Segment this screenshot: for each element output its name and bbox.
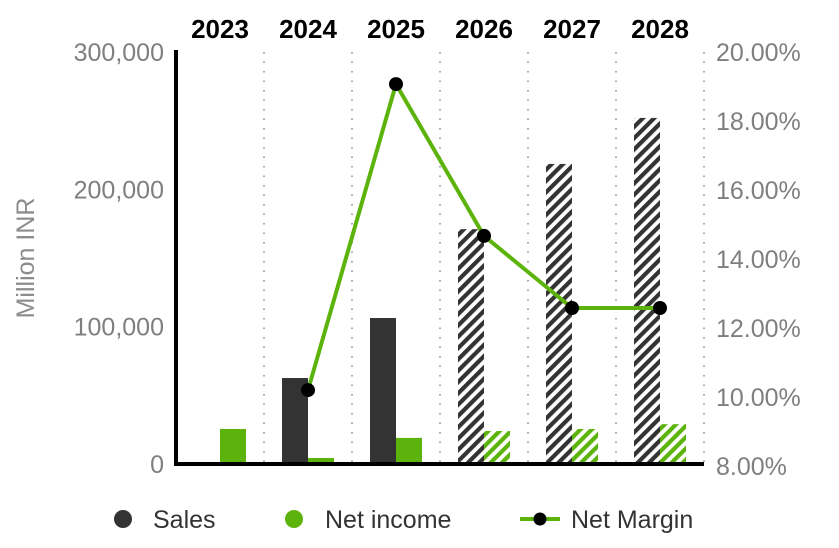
- sales-bar[interactable]: [370, 318, 396, 464]
- net-margin-marker[interactable]: [565, 300, 579, 315]
- legend: Sales Net income Net Margin: [114, 506, 693, 534]
- year-label: 2023: [191, 14, 249, 44]
- net-income-bar[interactable]: [396, 437, 422, 464]
- right-tick-label: 8.00%: [716, 453, 787, 481]
- net-income-bar[interactable]: [484, 431, 510, 464]
- left-tick-label: 300,000: [74, 39, 164, 67]
- year-label: 2025: [367, 14, 425, 44]
- sales-bar[interactable]: [458, 229, 484, 464]
- net-income-bar[interactable]: [220, 428, 246, 464]
- net-margin-marker[interactable]: [389, 77, 403, 92]
- net-margin-line: [301, 77, 667, 398]
- net-income-bar[interactable]: [308, 457, 334, 464]
- legend-item-net-income[interactable]: Net income: [285, 506, 451, 534]
- sales-bar[interactable]: [546, 163, 572, 464]
- right-tick-label: 20.00%: [716, 39, 801, 67]
- net-income-dot-icon: [285, 510, 303, 528]
- left-axis-title: Million INR: [12, 198, 40, 319]
- left-tick-label: 200,000: [74, 176, 164, 204]
- net-income-bar[interactable]: [660, 424, 686, 464]
- legend-item-net-margin[interactable]: Net Margin: [520, 506, 693, 534]
- legend-label-net-margin: Net Margin: [571, 506, 693, 534]
- net-margin-marker[interactable]: [477, 228, 491, 243]
- right-tick-label: 10.00%: [716, 384, 801, 412]
- sales-bar[interactable]: [634, 117, 660, 465]
- right-tick-label: 16.00%: [716, 177, 801, 205]
- right-tick-label: 14.00%: [716, 246, 801, 274]
- left-tick-label: 0: [150, 451, 164, 479]
- year-label: 2027: [543, 14, 601, 44]
- legend-label-sales: Sales: [153, 506, 216, 534]
- year-label: 2028: [631, 14, 689, 44]
- right-tick-label: 12.00%: [716, 315, 801, 343]
- net-margin-marker[interactable]: [301, 383, 315, 398]
- net-income-bar[interactable]: [572, 428, 598, 464]
- year-labels: 2023 2024 2025 2026 2027 2028: [191, 14, 689, 44]
- year-label: 2024: [279, 14, 337, 44]
- legend-label-net-income: Net income: [325, 506, 451, 534]
- net-margin-marker-icon: [533, 512, 547, 526]
- left-tick-label: 100,000: [74, 314, 164, 342]
- right-tick-label: 18.00%: [716, 108, 801, 136]
- right-axis-ticks: 20.00% 18.00% 16.00% 14.00% 12.00% 10.00% 8.00…: [716, 39, 801, 481]
- net-margin-marker[interactable]: [653, 300, 667, 315]
- sales-dot-icon: [114, 510, 132, 528]
- legend-item-sales[interactable]: Sales: [114, 506, 216, 534]
- year-label: 2026: [455, 14, 513, 44]
- left-axis-ticks: 300,000 200,000 100,000 0: [74, 39, 164, 479]
